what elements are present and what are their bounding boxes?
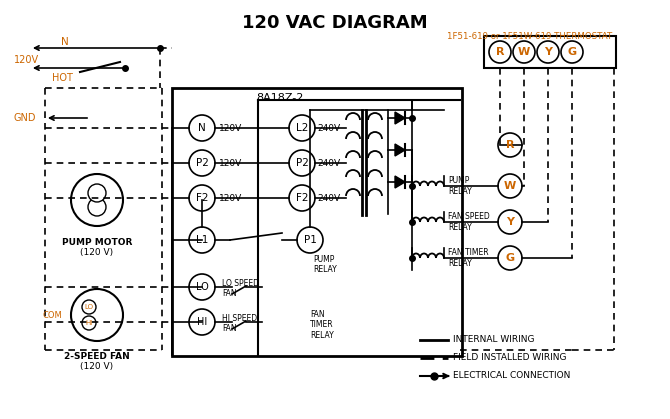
Text: LO SPEED
FAN: LO SPEED FAN bbox=[222, 279, 259, 298]
Bar bbox=[172, 88, 462, 356]
Circle shape bbox=[71, 174, 123, 226]
Text: R: R bbox=[496, 47, 505, 57]
Text: L2: L2 bbox=[296, 123, 308, 133]
Text: 8A18Z-2: 8A18Z-2 bbox=[257, 93, 304, 103]
Text: GND: GND bbox=[14, 113, 36, 123]
Text: 2-SPEED FAN: 2-SPEED FAN bbox=[64, 352, 130, 361]
Text: FIELD INSTALLED WIRING: FIELD INSTALLED WIRING bbox=[453, 354, 567, 362]
Text: N: N bbox=[61, 37, 69, 47]
Text: P2: P2 bbox=[196, 158, 208, 168]
Circle shape bbox=[189, 274, 215, 300]
Text: 120 VAC DIAGRAM: 120 VAC DIAGRAM bbox=[242, 14, 428, 32]
Circle shape bbox=[189, 309, 215, 335]
Polygon shape bbox=[395, 144, 405, 156]
Text: F2: F2 bbox=[295, 193, 308, 203]
Circle shape bbox=[498, 210, 522, 234]
Text: PUMP MOTOR: PUMP MOTOR bbox=[62, 238, 132, 247]
Text: FAN SPEED
RELAY: FAN SPEED RELAY bbox=[448, 212, 490, 232]
Text: G: G bbox=[567, 47, 577, 57]
Circle shape bbox=[297, 227, 323, 253]
Text: L1: L1 bbox=[196, 235, 208, 245]
Circle shape bbox=[189, 185, 215, 211]
Circle shape bbox=[537, 41, 559, 63]
Text: HI: HI bbox=[85, 320, 92, 326]
Circle shape bbox=[561, 41, 583, 63]
Text: HI: HI bbox=[197, 317, 207, 327]
Circle shape bbox=[88, 198, 106, 216]
Text: HI SPEED
FAN: HI SPEED FAN bbox=[222, 314, 257, 334]
Text: 1F51-619 or 1F51W-619 THERMOSTAT: 1F51-619 or 1F51W-619 THERMOSTAT bbox=[448, 32, 612, 41]
Circle shape bbox=[189, 115, 215, 141]
Text: PUMP
RELAY: PUMP RELAY bbox=[313, 255, 337, 274]
Text: LO: LO bbox=[84, 304, 94, 310]
Circle shape bbox=[498, 174, 522, 198]
Circle shape bbox=[289, 150, 315, 176]
Text: N: N bbox=[198, 123, 206, 133]
Text: (120 V): (120 V) bbox=[80, 248, 113, 257]
Circle shape bbox=[289, 115, 315, 141]
Text: 240V: 240V bbox=[317, 194, 340, 202]
Circle shape bbox=[88, 184, 106, 202]
Text: 240V: 240V bbox=[317, 158, 340, 168]
Text: R: R bbox=[506, 140, 515, 150]
Text: G: G bbox=[505, 253, 515, 263]
Polygon shape bbox=[395, 112, 405, 124]
Circle shape bbox=[289, 185, 315, 211]
Text: FAN
TIMER
RELAY: FAN TIMER RELAY bbox=[310, 310, 334, 340]
Text: P2: P2 bbox=[295, 158, 308, 168]
Circle shape bbox=[71, 289, 123, 341]
Circle shape bbox=[489, 41, 511, 63]
Text: 120V: 120V bbox=[219, 194, 243, 202]
Text: Y: Y bbox=[544, 47, 552, 57]
Text: FAN TIMER
RELAY: FAN TIMER RELAY bbox=[448, 248, 488, 268]
Text: P1: P1 bbox=[304, 235, 316, 245]
Text: HOT: HOT bbox=[52, 73, 72, 83]
Circle shape bbox=[189, 150, 215, 176]
Text: (120 V): (120 V) bbox=[80, 362, 113, 371]
Text: PUMP
RELAY: PUMP RELAY bbox=[448, 176, 472, 196]
Circle shape bbox=[82, 316, 96, 330]
Text: W: W bbox=[518, 47, 530, 57]
Bar bbox=[484, 36, 616, 68]
Circle shape bbox=[513, 41, 535, 63]
Text: 120V: 120V bbox=[14, 55, 39, 65]
Text: LO: LO bbox=[196, 282, 208, 292]
Circle shape bbox=[189, 227, 215, 253]
Text: Y: Y bbox=[506, 217, 514, 227]
Circle shape bbox=[498, 133, 522, 157]
Text: W: W bbox=[504, 181, 516, 191]
Text: F2: F2 bbox=[196, 193, 208, 203]
Polygon shape bbox=[395, 176, 405, 188]
Text: 240V: 240V bbox=[317, 124, 340, 132]
Text: COM: COM bbox=[42, 310, 62, 320]
Text: 120V: 120V bbox=[219, 124, 243, 132]
Text: INTERNAL WIRING: INTERNAL WIRING bbox=[453, 336, 535, 344]
Text: 120V: 120V bbox=[219, 158, 243, 168]
Circle shape bbox=[498, 246, 522, 270]
Text: ELECTRICAL CONNECTION: ELECTRICAL CONNECTION bbox=[453, 372, 570, 380]
Circle shape bbox=[82, 300, 96, 314]
